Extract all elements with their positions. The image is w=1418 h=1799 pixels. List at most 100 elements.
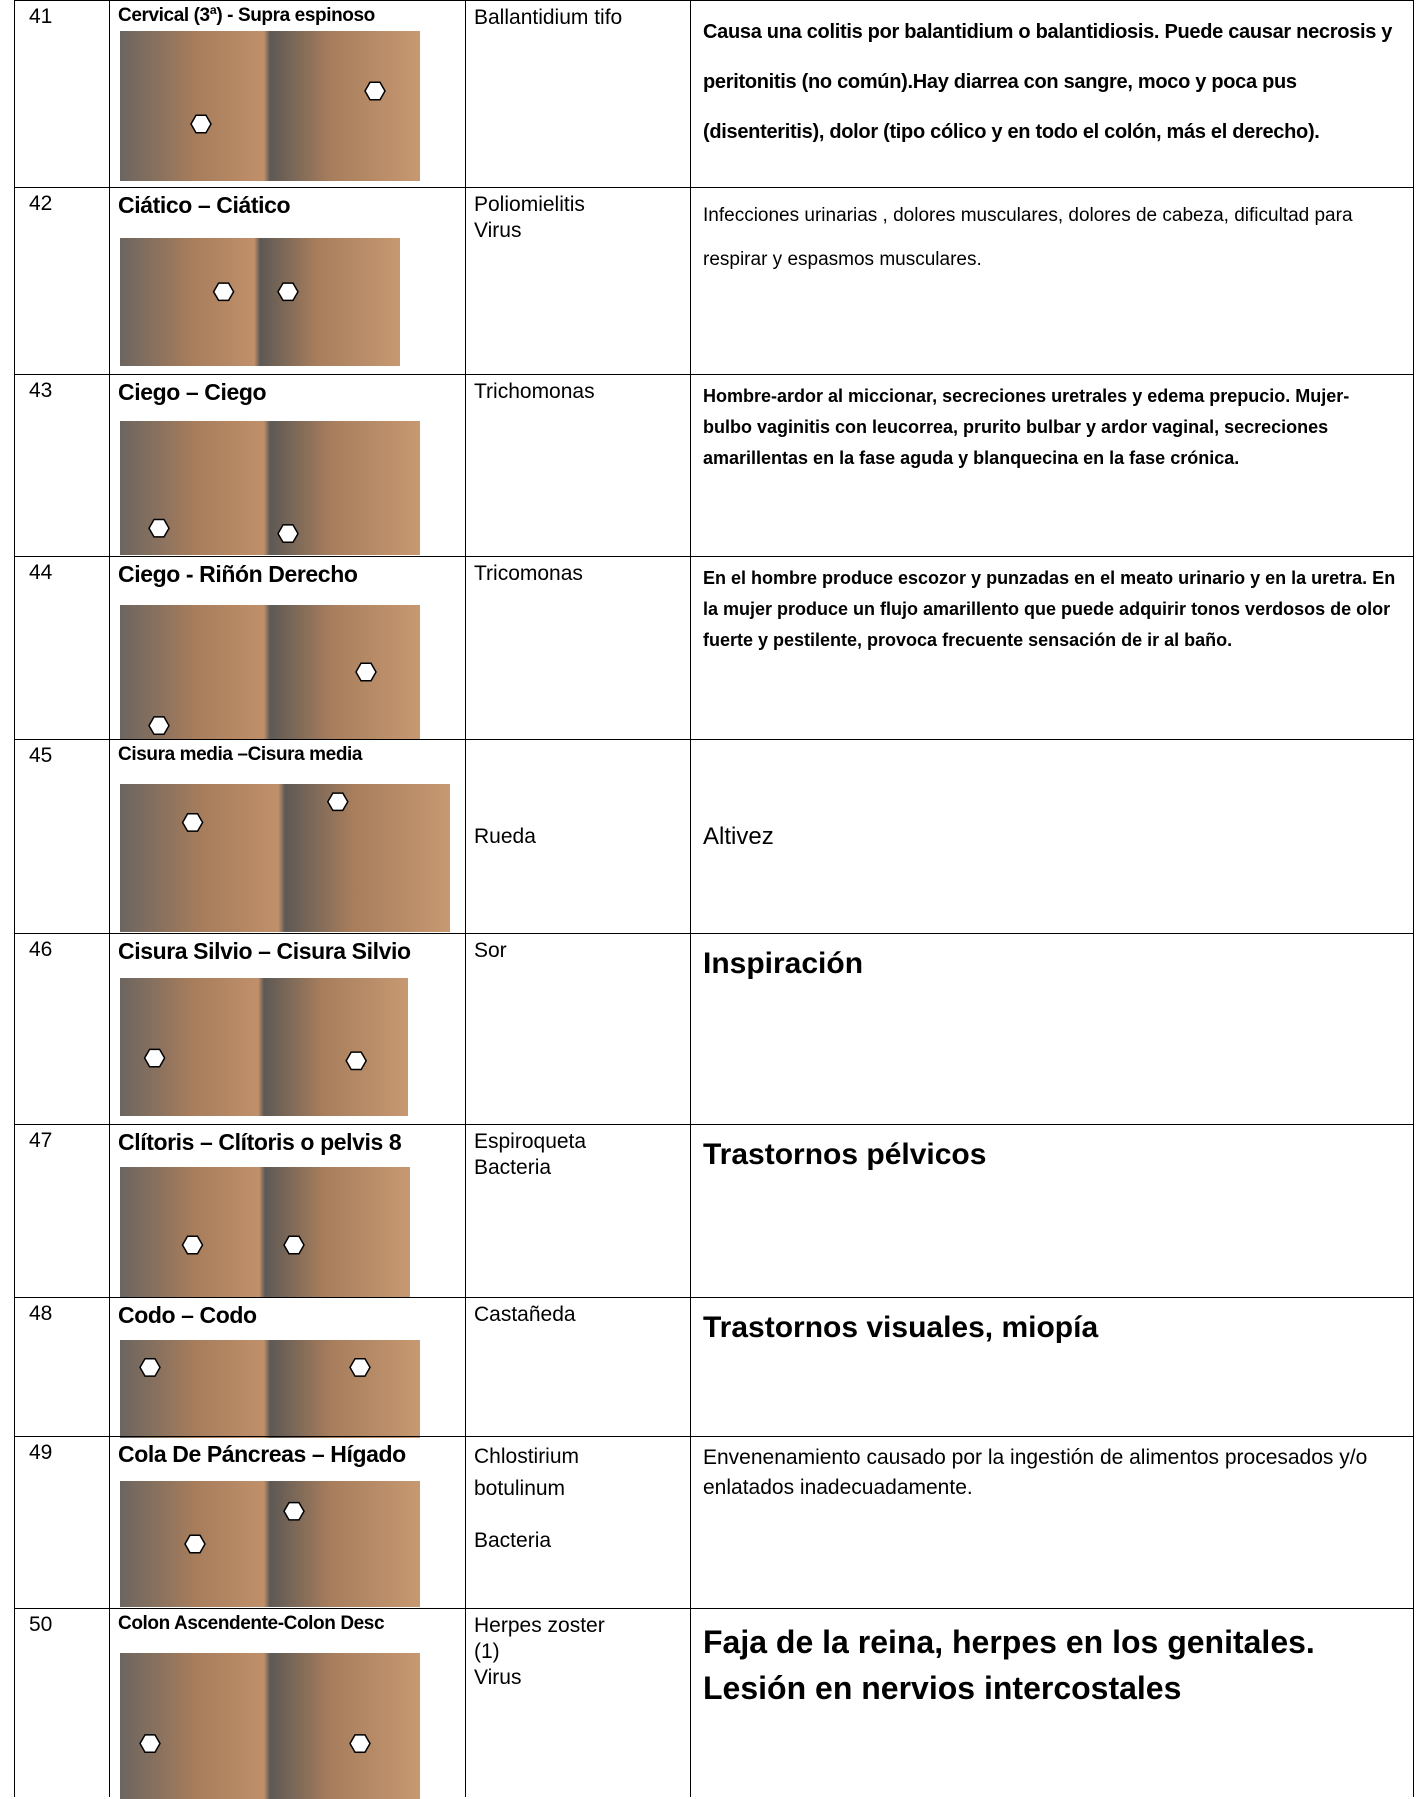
agent-line: Rueda <box>474 824 536 848</box>
agent-line: Bacteria <box>474 1156 552 1179</box>
point-marker <box>143 1048 166 1068</box>
table-row: 50 Colon Ascendente-Colon Desc Herpes zost… <box>14 1608 1414 1799</box>
agent-cell: Sor <box>465 934 690 1124</box>
point-name: Ciego - Riñón Derecho <box>118 561 358 587</box>
agent-cell: Poliomielitis Virus <box>465 188 690 374</box>
point-marker <box>190 114 212 134</box>
description: Hombre-ardor al miccionar, secreciones u… <box>690 375 1414 556</box>
agent-line: Virus <box>474 219 522 242</box>
point-cell: Ciego - Riñón Derecho <box>109 557 465 739</box>
point-name: Cola De Páncreas – Hígado <box>118 1441 406 1467</box>
marker-layer <box>148 518 299 543</box>
table-row: 44 Ciego - Riñón Derecho Tricomonas En el h… <box>14 556 1414 739</box>
point-marker <box>148 716 170 736</box>
point-marker <box>355 662 377 682</box>
point-marker <box>345 1051 368 1071</box>
point-marker <box>283 1235 305 1255</box>
agent-line: Virus <box>474 1666 522 1689</box>
point-marker <box>283 1501 305 1521</box>
row-number: 47 <box>14 1125 109 1297</box>
agent-cell: Chlostirium botulinum Bacteria <box>465 1437 690 1608</box>
agent-line: Ballantidium tifo <box>474 6 623 29</box>
marker-layer <box>139 1358 371 1377</box>
description: Trastornos visuales, miopía <box>690 1298 1414 1436</box>
point-marker <box>181 1235 204 1255</box>
table-row: 46 Cisura Silvio – Cisura Silvio Sor Inspir… <box>14 933 1414 1124</box>
point-marker <box>277 282 299 302</box>
agent-line: Trichomonas <box>474 380 595 403</box>
point-marker <box>364 81 386 101</box>
point-name: Ciático – Ciático <box>118 192 291 218</box>
point-name: Cervical (3ª) - Supra espinoso <box>118 5 375 26</box>
marker-layer <box>139 1734 371 1753</box>
point-cell: Cisura Silvio – Cisura Silvio <box>109 934 465 1124</box>
description: En el hombre produce escozor y punzadas … <box>690 557 1414 739</box>
point-marker <box>349 1734 371 1753</box>
agent-cell: Tricomonas <box>465 557 690 739</box>
point-name: Colon Ascendente-Colon Desc <box>118 1613 385 1634</box>
table-row: 41 Cervical (3ª) - Supra espinoso Ballanti… <box>14 0 1414 187</box>
agent-cell: Trichomonas <box>465 375 690 556</box>
description: Faja de la reina, herpes en los genitale… <box>690 1609 1414 1797</box>
point-marker <box>349 1358 371 1377</box>
agent-line: (1) <box>474 1640 500 1663</box>
description: Causa una colitis por balantidium o bala… <box>690 1 1414 187</box>
agent-line: Poliomielitis <box>474 193 585 216</box>
point-name: Codo – Codo <box>118 1302 257 1328</box>
point-name: Clítoris – Clítoris o pelvis 8 <box>118 1129 402 1155</box>
description: Inspiración <box>690 934 1414 1124</box>
agent-cell: Rueda <box>465 740 690 933</box>
body-image <box>120 978 408 1116</box>
agent-line: Herpes zoster <box>474 1614 605 1637</box>
row-number: 42 <box>14 188 109 374</box>
table-row: 42 Ciático – Ciático Poliomielitis Virus Inf… <box>14 187 1414 374</box>
row-number: 46 <box>14 934 109 1124</box>
row-number: 45 <box>14 740 109 933</box>
body-image <box>120 31 420 181</box>
row-number: 50 <box>14 1609 109 1797</box>
marker-layer <box>212 282 299 302</box>
table-row: 45 Cisura media –Cisura media Rueda Altivez <box>14 739 1414 933</box>
body-image <box>120 1653 420 1799</box>
point-cell: Ciego – Ciego <box>109 375 465 556</box>
description: Trastornos pélvicos <box>690 1125 1414 1297</box>
table-row: 48 Codo – Codo Castañeda Trastornos visuale… <box>14 1297 1414 1438</box>
point-marker <box>181 813 204 832</box>
marker-layer <box>181 1235 305 1255</box>
point-marker <box>148 518 170 538</box>
point-name: Cisura Silvio – Cisura Silvio <box>118 938 411 964</box>
point-name: Cisura media –Cisura media <box>118 744 363 765</box>
point-marker <box>326 792 349 812</box>
row-number: 43 <box>14 375 109 556</box>
agent-cell: Castañeda <box>465 1298 690 1436</box>
agent-cell: Herpes zoster (1) Virus <box>465 1609 690 1797</box>
point-marker <box>139 1734 161 1753</box>
row-number: 41 <box>14 1 109 187</box>
row-number: 44 <box>14 557 109 739</box>
marker-layer <box>148 662 377 736</box>
point-marker <box>184 1534 206 1554</box>
agent-line: Sor <box>474 939 507 962</box>
point-marker <box>139 1358 161 1377</box>
agent-line: Espiroqueta <box>474 1130 587 1153</box>
body-image <box>120 784 450 932</box>
point-cell: Cervical (3ª) - Supra espinoso <box>109 1 465 187</box>
description: Envenenamiento causado por la ingestión … <box>690 1437 1414 1608</box>
description: Infecciones urinarias , dolores muscular… <box>690 188 1414 374</box>
agent-line: botulinum <box>474 1477 566 1500</box>
body-image <box>120 1167 410 1297</box>
agent-cell: Espiroqueta Bacteria <box>465 1125 690 1297</box>
marker-layer <box>143 1048 368 1071</box>
agent-line: Castañeda <box>474 1303 576 1326</box>
point-cell: Cola De Páncreas – Hígado <box>109 1437 465 1608</box>
description: Altivez <box>690 740 1414 933</box>
agent-line: Chlostirium <box>474 1445 580 1468</box>
point-marker <box>212 282 235 302</box>
table-row: 47 Clítoris – Clítoris o pelvis 8 Espiroqu… <box>14 1124 1414 1297</box>
body-image <box>120 1340 420 1438</box>
marker-layer <box>190 81 386 134</box>
point-cell: Codo – Codo <box>109 1298 465 1438</box>
marker-layer <box>184 1501 305 1554</box>
row-number: 48 <box>14 1298 109 1436</box>
